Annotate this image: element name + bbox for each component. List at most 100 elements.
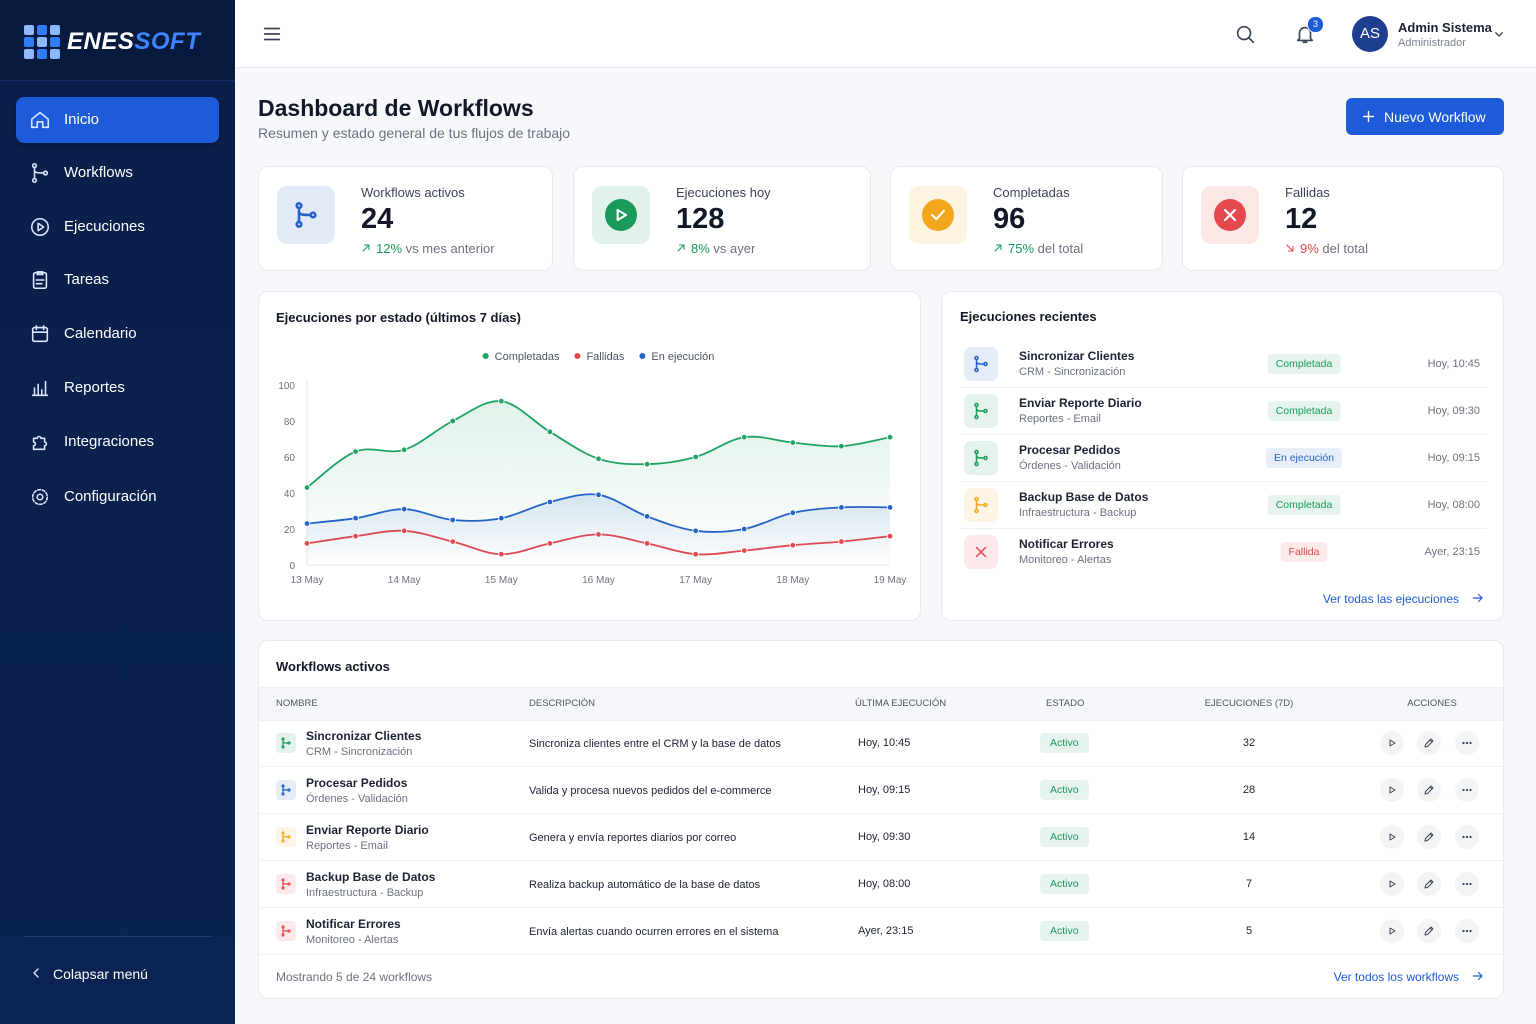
icon (33, 968, 39, 978)
logo-cell (24, 25, 34, 35)
data-point (400, 446, 408, 453)
action-button[interactable] (1380, 919, 1404, 943)
table-link[interactable]: Ver todos los workflows (1333, 970, 1459, 984)
user-role: Administrador (1398, 37, 1466, 49)
divider (24, 936, 211, 937)
data-point (741, 433, 748, 441)
new-workflow-button[interactable]: Nuevo Workflow (1346, 98, 1504, 135)
icon-part (1362, 110, 1375, 123)
recent-title: Ejecuciones recientes (960, 309, 1097, 324)
data-point (692, 453, 699, 461)
stat-value: 128 (676, 203, 725, 235)
logo-cell (50, 49, 60, 59)
action-button[interactable] (1417, 919, 1441, 943)
stat-label: Workflows activos (361, 185, 465, 200)
action-button[interactable] (1380, 778, 1404, 802)
stat-value: 24 (361, 203, 394, 235)
row-runs: 28 (1242, 784, 1256, 796)
page-title: Dashboard de Workflows (258, 95, 534, 121)
nav-item[interactable]: Workflows (16, 150, 219, 196)
icon (1223, 208, 1237, 222)
icon-part (1462, 788, 1465, 792)
icon (974, 496, 988, 514)
action-button[interactable] (1455, 778, 1479, 802)
recent-link[interactable]: Ver todas las ejecuciones (1322, 592, 1459, 606)
icon-part (282, 880, 289, 888)
column-header: EJECUCIONES (7D) (1204, 698, 1294, 709)
stat-change: 75% del total (1008, 241, 1083, 256)
icon (1462, 929, 1472, 933)
recent-name: Sincronizar Clientes (1019, 349, 1135, 363)
icon-part (1469, 882, 1472, 886)
y-tick-label: 60 (284, 453, 296, 464)
stat-icon-box (277, 186, 335, 244)
recent-time: Hoy, 09:30 (1427, 405, 1480, 417)
nav-item[interactable]: Configuración (16, 474, 219, 520)
logo-mark (24, 25, 60, 59)
recent-icon-box (964, 441, 998, 475)
data-point (741, 547, 748, 554)
status-badge: Activo (1040, 780, 1089, 800)
icon-part (1424, 785, 1434, 795)
action-button[interactable] (1417, 731, 1441, 755)
row-icon-box (276, 780, 296, 800)
page-subtitle: Resumen y estado general de tus flujos d… (258, 125, 571, 141)
nav-item[interactable]: Calendario (16, 311, 219, 357)
row-sub: CRM - Sincronización (306, 746, 413, 758)
nav-label: Calendario (64, 325, 137, 342)
nav-item[interactable]: Tareas (16, 257, 219, 303)
icon-part (1424, 832, 1434, 842)
collapse-button[interactable]: Colapsar menú (24, 960, 211, 988)
stat-change-value: 8% (691, 241, 710, 256)
legend-swatch (574, 353, 581, 359)
action-button[interactable] (1417, 778, 1441, 802)
nav-item[interactable]: Integraciones (16, 419, 219, 465)
action-button[interactable] (1380, 872, 1404, 896)
icon-part (616, 208, 628, 222)
action-button[interactable] (1417, 872, 1441, 896)
data-point (498, 514, 505, 522)
status-badge-label: Completada (1267, 354, 1341, 374)
icon-part (975, 452, 985, 464)
row-runs: 14 (1242, 831, 1256, 843)
data-point (643, 540, 651, 547)
row-sub: Órdenes - Validación (306, 793, 408, 805)
icon (1472, 593, 1483, 603)
action-button[interactable] (1417, 825, 1441, 849)
icon (1462, 835, 1472, 839)
icon (30, 217, 50, 237)
action-button[interactable] (1380, 731, 1404, 755)
nav-item[interactable]: Inicio (16, 97, 219, 143)
row-last-run: Hoy, 09:15 (858, 784, 911, 796)
data-point (838, 538, 845, 545)
recent-icon-box (964, 347, 998, 381)
nav-item[interactable]: Ejecuciones (16, 204, 219, 250)
stat-card: Workflows activos 24 12% vs mes anterior (258, 166, 553, 271)
column-header: NOMBRE (276, 698, 318, 709)
action-button[interactable] (1455, 919, 1479, 943)
icon-part (362, 244, 370, 252)
data-point (546, 498, 554, 506)
recent-sub: Monitoreo - Alertas (1019, 554, 1112, 566)
column-header: ÚLTIMA EJECUCIÓN (855, 698, 947, 709)
data-point (741, 525, 748, 533)
icon-part (1462, 835, 1465, 839)
icon (1424, 832, 1434, 842)
row-divider (259, 766, 1503, 767)
data-point (789, 439, 797, 446)
action-button[interactable] (1455, 872, 1479, 896)
button-label: Nuevo Workflow (1384, 109, 1486, 125)
row-runs: 32 (1242, 737, 1256, 749)
nav-item[interactable]: Reportes (16, 365, 219, 411)
recent-sub: CRM - Sincronización (1019, 366, 1126, 378)
stat-change-note: del total (1322, 241, 1368, 256)
icon-part (1469, 788, 1472, 792)
action-button[interactable] (1380, 825, 1404, 849)
stat-change-value: 12% (376, 241, 403, 256)
row-divider (259, 860, 1503, 861)
row-icon-box (276, 874, 296, 894)
action-button[interactable] (1455, 825, 1479, 849)
icon (31, 163, 49, 183)
action-button[interactable] (1455, 731, 1479, 755)
data-point (352, 514, 359, 522)
